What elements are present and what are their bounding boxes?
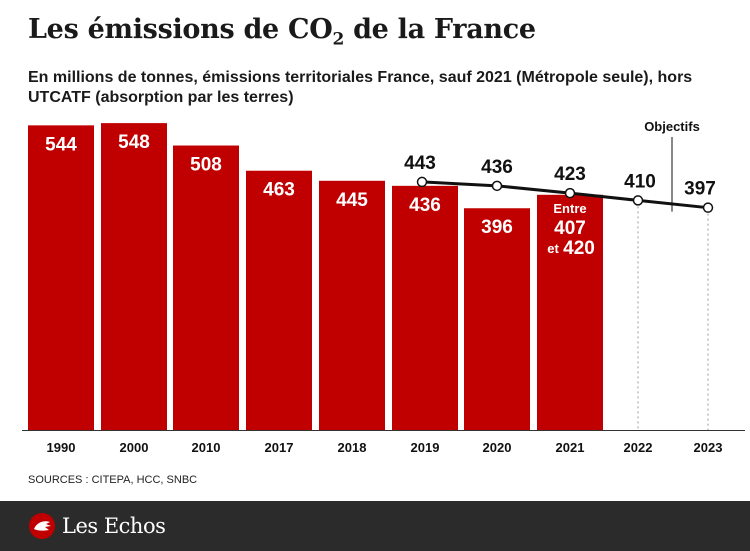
title-prefix: Les émissions de CO	[28, 14, 333, 45]
les-echos-logo-icon	[29, 513, 55, 539]
range-label-low: 407	[554, 218, 586, 239]
bar-label-1990: 544	[45, 134, 77, 155]
footer-bar: Les Echos	[0, 501, 750, 551]
bar-2021	[537, 194, 603, 430]
chart-subtitle: En millions de tonnes, émissions territo…	[28, 69, 693, 106]
x-tick-label-2023: 2023	[694, 440, 723, 455]
emissions-chart: 544 548 508 463 445 436 396 Entre 407 et 420 443 436…	[22, 119, 745, 455]
objective-label-2021: 423	[554, 164, 586, 185]
objective-label-2020: 436	[481, 157, 513, 178]
objective-point-2019	[416, 176, 428, 188]
brand-logo: Les Echos	[28, 511, 166, 541]
title-subscript: 2	[332, 29, 344, 50]
chart-title: Les émissions de CO2 de la France	[28, 14, 536, 49]
objective-label-2022: 410	[624, 171, 656, 192]
x-tick-label-2000: 2000	[120, 440, 149, 455]
range-label-high: 420	[563, 238, 595, 259]
range-label-entre: Entre	[553, 201, 586, 216]
x-tick-label-2017: 2017	[265, 440, 294, 455]
bar-1990	[28, 125, 94, 431]
bar-2017	[246, 170, 312, 430]
bar-2019	[392, 185, 458, 430]
bar-label-2020: 396	[481, 217, 513, 238]
bar-label-2018: 445	[336, 190, 368, 211]
brand-name: Les Echos	[62, 514, 166, 538]
x-tick-label-2022: 2022	[624, 440, 653, 455]
bar-2000	[101, 123, 167, 431]
objective-point-2021	[564, 187, 576, 199]
x-tick-label-2019: 2019	[411, 440, 440, 455]
bar-label-2010: 508	[190, 155, 222, 176]
bar-2010	[173, 145, 239, 430]
bar-2018	[319, 180, 385, 430]
sources-note: SOURCES : CITEPA, HCC, SNBC	[28, 474, 198, 486]
objective-point-2023	[702, 202, 714, 213]
x-tick-label-2010: 2010	[192, 440, 221, 455]
objective-label-2023: 397	[684, 179, 716, 200]
objective-point-2022	[632, 195, 644, 206]
x-tick-label-2020: 2020	[483, 440, 512, 455]
bar-label-2000: 548	[118, 132, 150, 153]
objectifs-annotation: Objectifs	[644, 119, 700, 134]
range-label-et: et	[547, 241, 559, 256]
x-tick-label-2021: 2021	[556, 440, 585, 455]
x-tick-label-1990: 1990	[47, 440, 76, 455]
x-tick-label-2018: 2018	[338, 440, 367, 455]
bar-2020	[464, 208, 530, 430]
bar-label-2017: 463	[263, 180, 295, 201]
objective-point-2020	[491, 180, 503, 192]
title-suffix: de la France	[343, 14, 536, 45]
bar-label-2019: 436	[409, 195, 441, 216]
objective-label-2019: 443	[404, 153, 436, 174]
